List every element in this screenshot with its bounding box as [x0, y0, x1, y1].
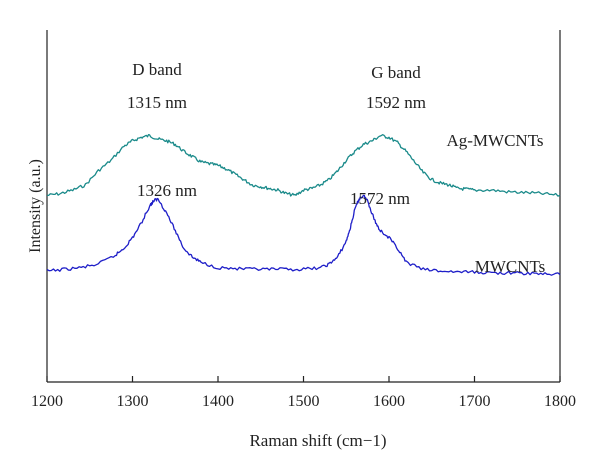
mw-d-peak-label: 1326 nm [137, 181, 197, 200]
x-tick-label: 1200 [31, 393, 63, 410]
series-layer [46, 133, 561, 276]
ag-mwcnts-series-label: Ag-MWCNTs [446, 131, 543, 150]
d-band-label: D band [132, 60, 182, 79]
x-tick-label: 1400 [202, 393, 234, 410]
x-axis-ticks: 1200 1300 1400 1500 1600 1700 1800 [31, 376, 576, 410]
x-tick-label: 1300 [117, 393, 149, 410]
x-tick-label: 1500 [288, 393, 320, 410]
ag-d-peak-label: 1315 nm [127, 93, 187, 112]
x-tick-label: 1800 [544, 393, 576, 410]
x-tick-label: 1600 [373, 393, 405, 410]
g-band-label: G band [371, 63, 421, 82]
ag-g-peak-label: 1592 nm [366, 93, 426, 112]
series-line-ag-mwcnts [47, 133, 561, 197]
series-line-mwcnts [46, 194, 561, 276]
y-axis-label: Intensity (a.u.) [27, 159, 44, 253]
x-tick-label: 1700 [459, 393, 491, 410]
mw-g-peak-label: 1572 nm [350, 189, 410, 208]
mwcnts-series-label: MWCNTs [475, 257, 546, 276]
x-axis-label: Raman shift (cm−1) [249, 431, 386, 450]
